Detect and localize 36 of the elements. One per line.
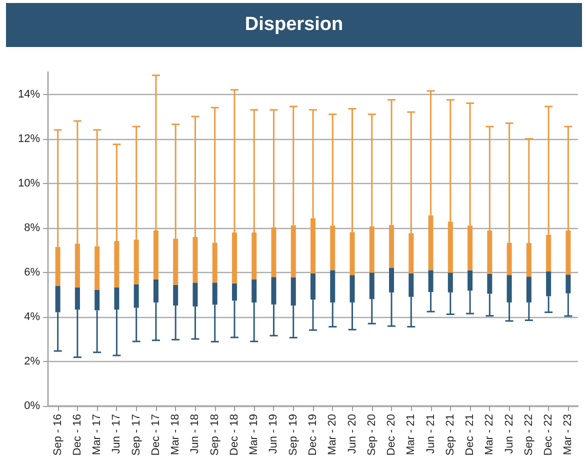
x-tick-label: Mar - 22 (484, 414, 496, 455)
x-tick-label: Sep - 19 (287, 414, 300, 456)
x-tick-label: Mar - 17 (91, 414, 104, 455)
x-tick-label: Dec - 22 (542, 414, 555, 456)
x-tick-label: Dec - 17 (150, 414, 162, 456)
x-tick-label: Jun - 20 (346, 414, 358, 454)
chart-title: Dispersion (6, 3, 582, 47)
x-tick-label: Jun - 21 (424, 414, 437, 454)
y-tick-label: 2% (24, 355, 40, 368)
x-tick-label: Sep - 20 (366, 414, 378, 456)
y-tick-label: 14% (18, 88, 40, 100)
x-tick-label: Jun - 18 (189, 414, 202, 454)
y-tick-label: 8% (24, 222, 40, 234)
x-tick-label: Dec - 21 (464, 414, 476, 456)
x-tick-label: Mar - 21 (405, 414, 418, 455)
y-tick-label: 4% (24, 310, 40, 323)
x-tick-label: Dec - 19 (307, 414, 319, 456)
x-tick-label: Sep - 18 (208, 414, 221, 456)
x-tick-label: Jun - 22 (503, 414, 516, 454)
x-tick-label: Dec - 16 (71, 414, 84, 456)
x-tick-label: Jun - 19 (268, 414, 280, 454)
x-tick-label: Sep - 22 (522, 414, 535, 456)
x-tick-label: Mar - 23 (562, 414, 574, 455)
x-tick-label: Mar - 19 (248, 414, 260, 455)
x-tick-label: Dec - 18 (228, 414, 240, 456)
y-tick-label: 0% (24, 400, 40, 412)
y-tick-label: 6% (24, 266, 40, 278)
x-tick-label: Jun - 17 (110, 414, 123, 454)
x-tick-label: Mar - 20 (326, 414, 339, 455)
y-tick-label: 12% (18, 132, 40, 145)
x-tick-label: Sep - 16 (52, 414, 64, 456)
x-tick-label: Sep - 17 (130, 414, 142, 456)
x-tick-label: Mar - 18 (170, 414, 182, 455)
x-tick-label: Dec - 20 (386, 414, 398, 456)
x-tick-label: Sep - 21 (444, 414, 456, 456)
y-tick-label: 10% (18, 177, 40, 190)
